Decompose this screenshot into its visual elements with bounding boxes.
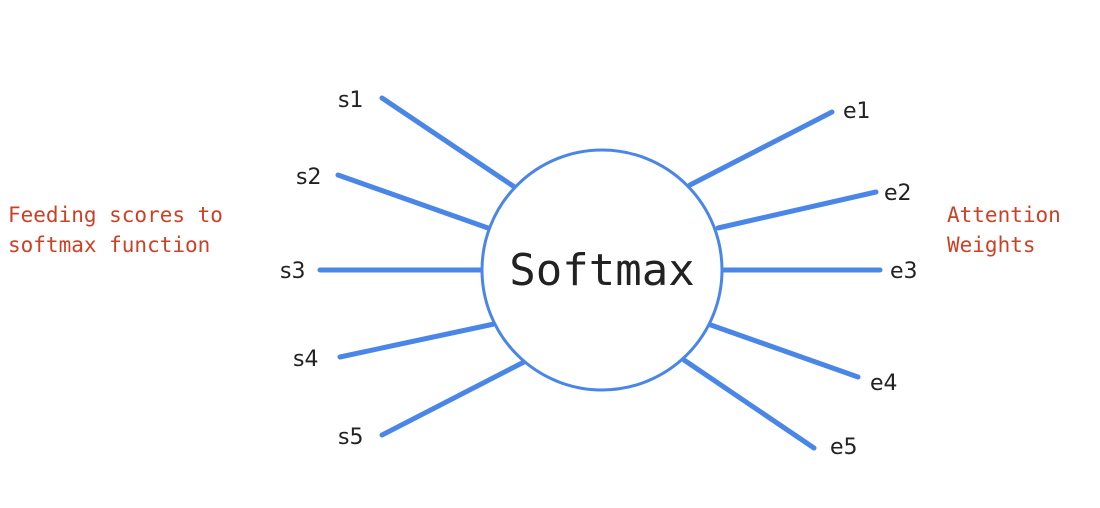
input-line-s4 (337, 321, 497, 360)
input-line-s2 (335, 172, 491, 231)
output-label-e3: e3 (890, 259, 918, 284)
input-label-s3: s3 (280, 259, 305, 284)
output-label-e5: e5 (830, 435, 858, 460)
left-note-line-1: Feeding scores to (8, 203, 223, 227)
input-line-s5 (379, 359, 527, 438)
output-label-e2: e2 (884, 181, 912, 206)
output-line-e2 (715, 189, 879, 231)
left-note-line-2: softmax function (8, 233, 210, 257)
output-label-e4: e4 (870, 371, 898, 396)
output-label-e1: e1 (843, 99, 871, 124)
output-line-e1 (687, 109, 835, 188)
softmax-circle (480, 148, 724, 392)
output-line-e4 (705, 321, 861, 380)
output-line-e5 (681, 357, 817, 451)
input-label-s2: s2 (296, 165, 321, 190)
input-label-s4: s4 (293, 347, 318, 372)
input-line-s1 (379, 95, 519, 191)
softmax-label: Softmax (509, 245, 694, 296)
right-note-line-2: Weights (947, 233, 1036, 257)
right-note-line-1: Attention (947, 203, 1061, 227)
input-label-s1: s1 (338, 88, 363, 113)
input-label-s5: s5 (338, 425, 363, 450)
